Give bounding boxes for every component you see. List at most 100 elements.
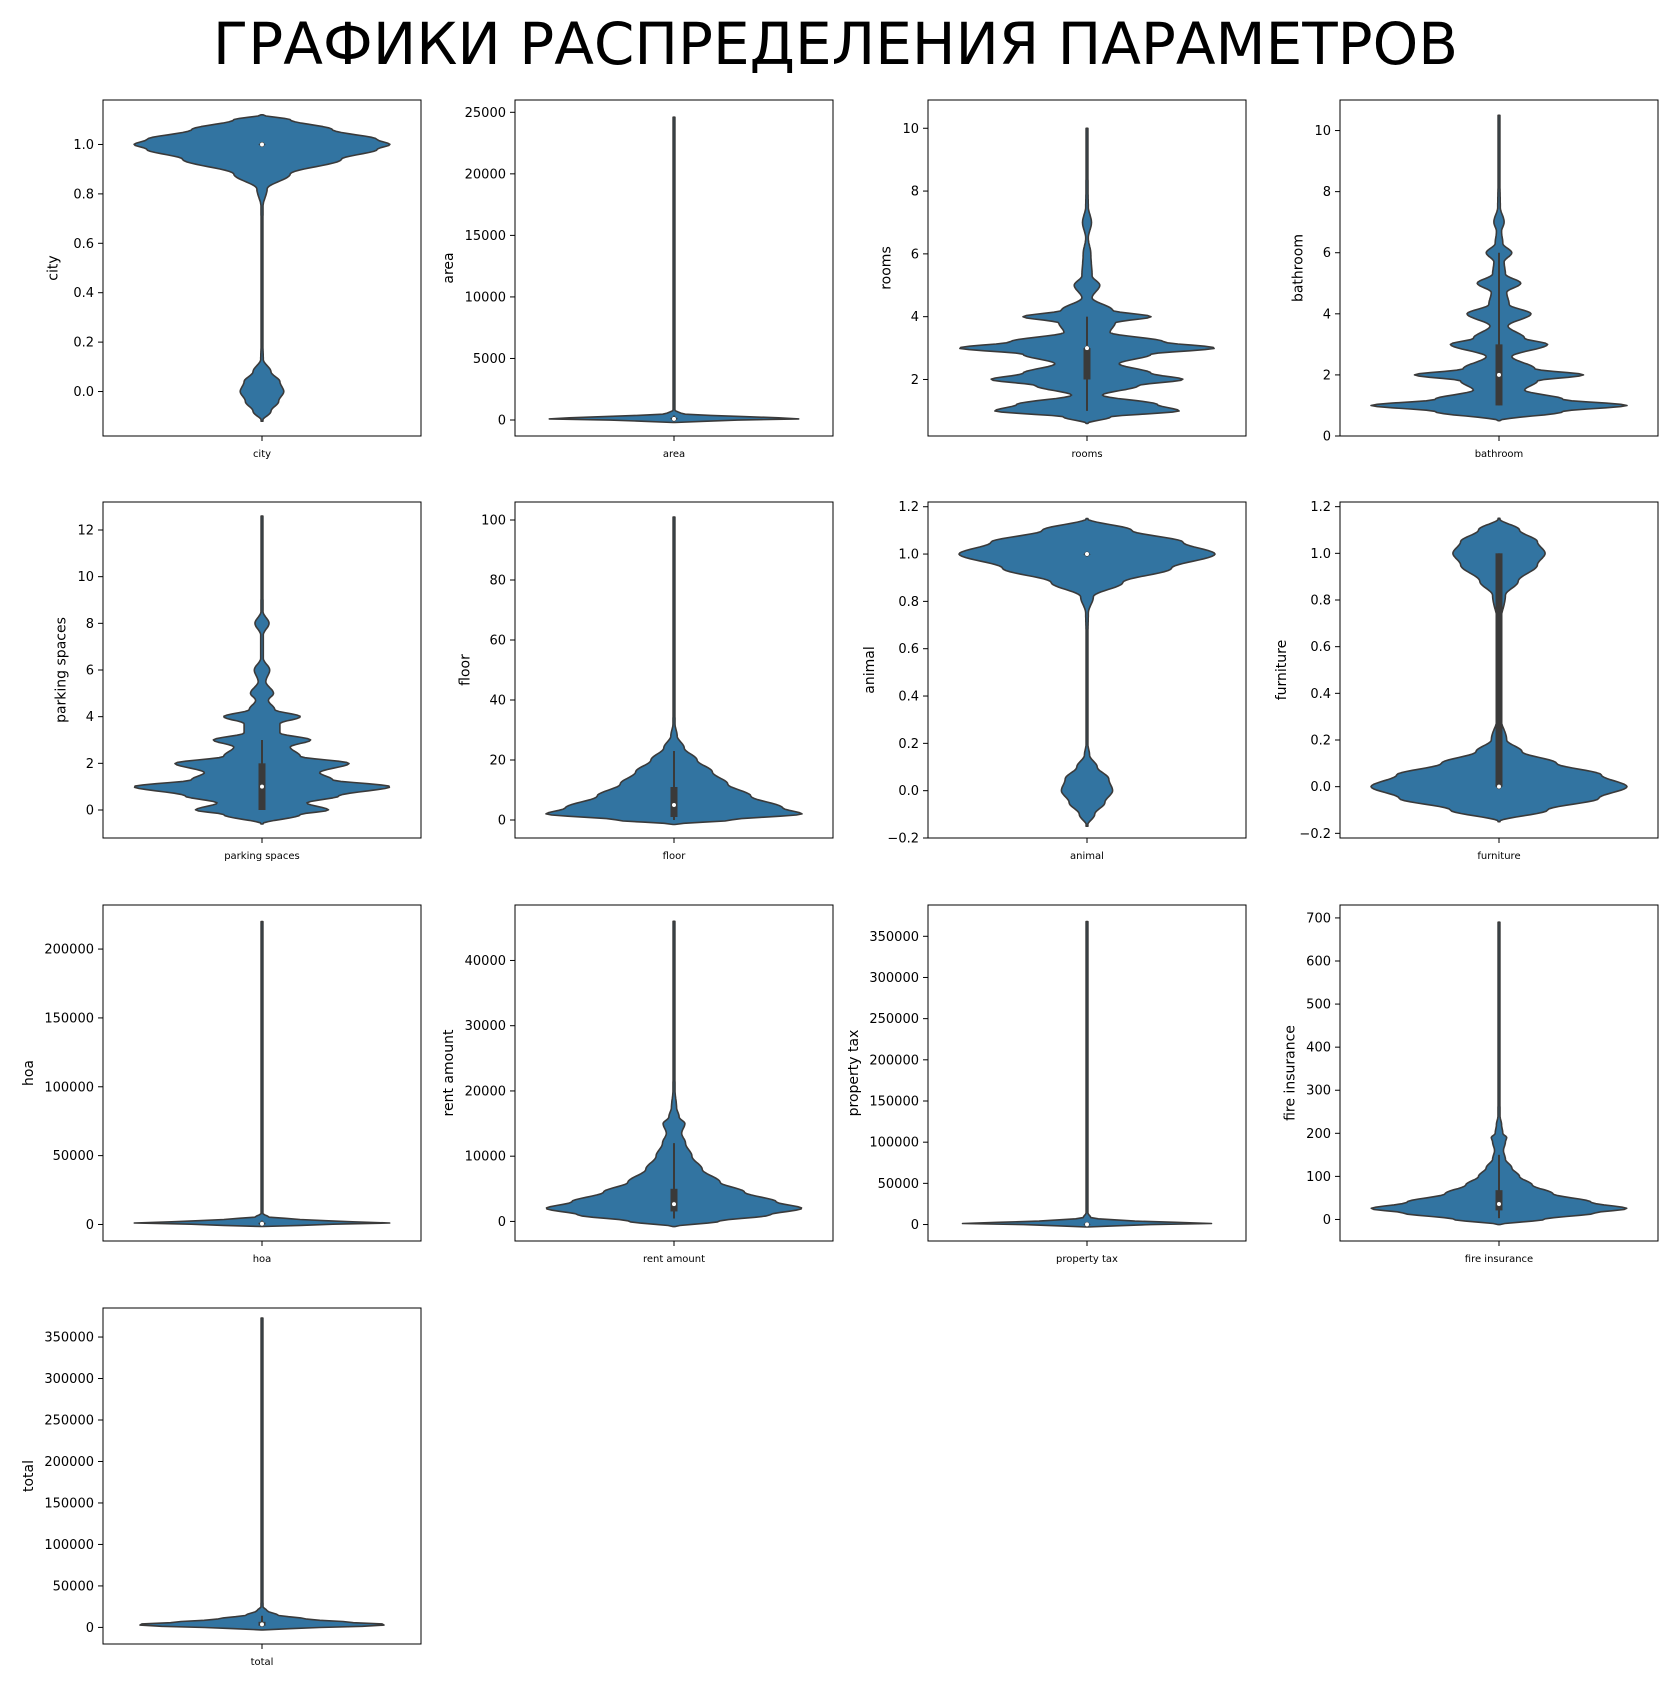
y-tick-label: 10 — [77, 570, 94, 585]
violin-body — [961, 920, 1213, 1228]
y-tick-label: 10000 — [465, 1150, 506, 1165]
y-tick-label: 0.2 — [1310, 734, 1331, 749]
y-tick-label: 1.0 — [1310, 547, 1331, 562]
y-tick-label: 600 — [1306, 955, 1331, 970]
violin-iqr-box — [670, 787, 678, 817]
y-tick-label: 8 — [911, 185, 919, 200]
violin-median-dot — [671, 802, 677, 808]
y-tick-label: 10 — [1314, 124, 1331, 139]
y-tick-label: 8 — [86, 617, 94, 632]
y-tick-label: 30000 — [465, 1019, 506, 1034]
x-tick-label: parking spaces — [224, 851, 300, 862]
violin-iqr-box — [1083, 348, 1091, 380]
y-tick-label: 100000 — [869, 1136, 919, 1151]
x-tick-label: city — [253, 449, 271, 460]
violin-panel: 0 50000 100000 150000 200000 250000 300000 3500… — [846, 904, 1247, 1265]
y-tick-label: 400 — [1306, 1041, 1331, 1056]
y-tick-label: 0.8 — [1310, 594, 1331, 609]
violin-median-dot — [259, 141, 265, 148]
violin-panel: 0.0 0.2 0.4 0.6 0.8 1.0 city city — [45, 99, 422, 460]
violin-panel: −0.2 0.0 0.2 0.4 0.6 0.8 1.0 1.2 animal animal — [862, 500, 1247, 862]
y-tick-label: 0.2 — [73, 336, 94, 351]
y-tick-label: 200000 — [869, 1053, 919, 1068]
x-tick-label: property tax — [1056, 1254, 1118, 1265]
y-axis-label: area — [441, 252, 457, 283]
y-tick-label: 2 — [911, 373, 919, 388]
y-tick-label: 12 — [77, 524, 94, 539]
y-axis-label: furniture — [1274, 640, 1290, 701]
violin-median-dot — [259, 784, 265, 790]
y-tick-label: 500 — [1306, 998, 1331, 1013]
violin-iqr-box — [1495, 553, 1503, 787]
y-tick-label: 8 — [1323, 185, 1331, 200]
y-axis-label: rent amount — [441, 1029, 457, 1116]
y-tick-label: 0.6 — [898, 642, 919, 657]
y-tick-label: 300000 — [869, 971, 919, 986]
y-axis-label: total — [21, 1460, 37, 1492]
y-tick-label: 2 — [1323, 368, 1331, 383]
y-tick-label: 0.4 — [898, 690, 919, 705]
y-tick-label: 0 — [86, 804, 94, 819]
y-tick-label: 0.4 — [73, 286, 94, 301]
y-axis-label: city — [45, 255, 61, 280]
y-tick-label: 40 — [489, 694, 506, 709]
violin-iqr-box — [1495, 1190, 1503, 1211]
violin-panel: 0 50000 100000 150000 200000 hoa hoa — [21, 904, 422, 1265]
y-axis-label: floor — [457, 654, 473, 686]
y-tick-label: 100 — [481, 514, 506, 529]
violin-panel: −0.2 0.0 0.2 0.4 0.6 0.8 1.0 1.2 furniture furnit… — [1274, 500, 1659, 862]
y-tick-label: 6 — [1323, 246, 1331, 261]
y-tick-label: 200 — [1306, 1127, 1331, 1142]
x-tick-label: furniture — [1477, 851, 1520, 862]
y-tick-label: 0.0 — [73, 385, 94, 400]
violin-body — [139, 1317, 385, 1631]
y-tick-label: 200000 — [44, 1455, 94, 1470]
y-axis-label: property tax — [846, 1030, 862, 1117]
violin-body — [959, 127, 1215, 425]
violin-body — [1370, 921, 1628, 1226]
violin-panel: 0 2 4 6 8 10 12 parking spaces parking spaces — [54, 501, 422, 862]
y-tick-label: 0 — [1323, 1213, 1331, 1228]
x-tick-label: total — [251, 1657, 274, 1668]
y-axis-label: parking spaces — [54, 617, 70, 723]
y-tick-label: 350000 — [44, 1331, 94, 1346]
y-tick-label: 0.0 — [1310, 780, 1331, 795]
y-tick-label: 0.8 — [898, 595, 919, 610]
violin-median-dot — [671, 1201, 677, 1207]
y-tick-label: 1.0 — [898, 548, 919, 563]
y-axis-label: animal — [862, 646, 878, 693]
y-tick-label: 20 — [489, 754, 506, 769]
violin-panel: 2 4 6 8 10 rooms rooms — [879, 99, 1247, 460]
violin-median-dot — [259, 1621, 265, 1628]
y-tick-label: 10 — [902, 122, 919, 137]
y-tick-label: 100 — [1306, 1170, 1331, 1185]
y-tick-label: 20000 — [465, 167, 506, 182]
y-tick-label: 0 — [498, 1215, 506, 1230]
violin-panel: 0 50000 100000 150000 200000 250000 300000 3500… — [21, 1307, 422, 1668]
violin-panel: 0 2 4 6 8 10 bathroom bathroom — [1291, 99, 1659, 460]
x-tick-label: floor — [663, 851, 687, 862]
y-axis-label: rooms — [879, 246, 895, 290]
y-axis-label: hoa — [21, 1060, 37, 1086]
y-tick-label: 0 — [86, 1621, 94, 1636]
violin-median-dot — [1084, 1221, 1090, 1228]
y-tick-label: 50000 — [878, 1177, 919, 1192]
x-tick-label: area — [663, 449, 685, 460]
y-tick-label: 0.8 — [73, 187, 94, 202]
violin-median-dot — [1496, 784, 1502, 790]
y-tick-label: 0 — [86, 1218, 94, 1233]
y-tick-label: 0 — [911, 1218, 919, 1233]
y-tick-label: 0.4 — [1310, 687, 1331, 702]
y-tick-label: 1.2 — [1310, 500, 1331, 515]
y-tick-label: 4 — [911, 310, 919, 325]
y-tick-label: 50000 — [53, 1579, 94, 1594]
y-tick-label: 700 — [1306, 911, 1331, 926]
violin-median-dot — [1496, 372, 1502, 378]
y-tick-label: 0.6 — [1310, 640, 1331, 655]
violin-panel: 0 20 40 60 80 100 floor floor — [457, 501, 834, 862]
violin-body — [133, 515, 391, 825]
y-tick-label: 150000 — [44, 1496, 94, 1511]
y-tick-label: 6 — [911, 247, 919, 262]
x-tick-label: fire insurance — [1465, 1254, 1533, 1265]
violin-body — [133, 920, 391, 1228]
